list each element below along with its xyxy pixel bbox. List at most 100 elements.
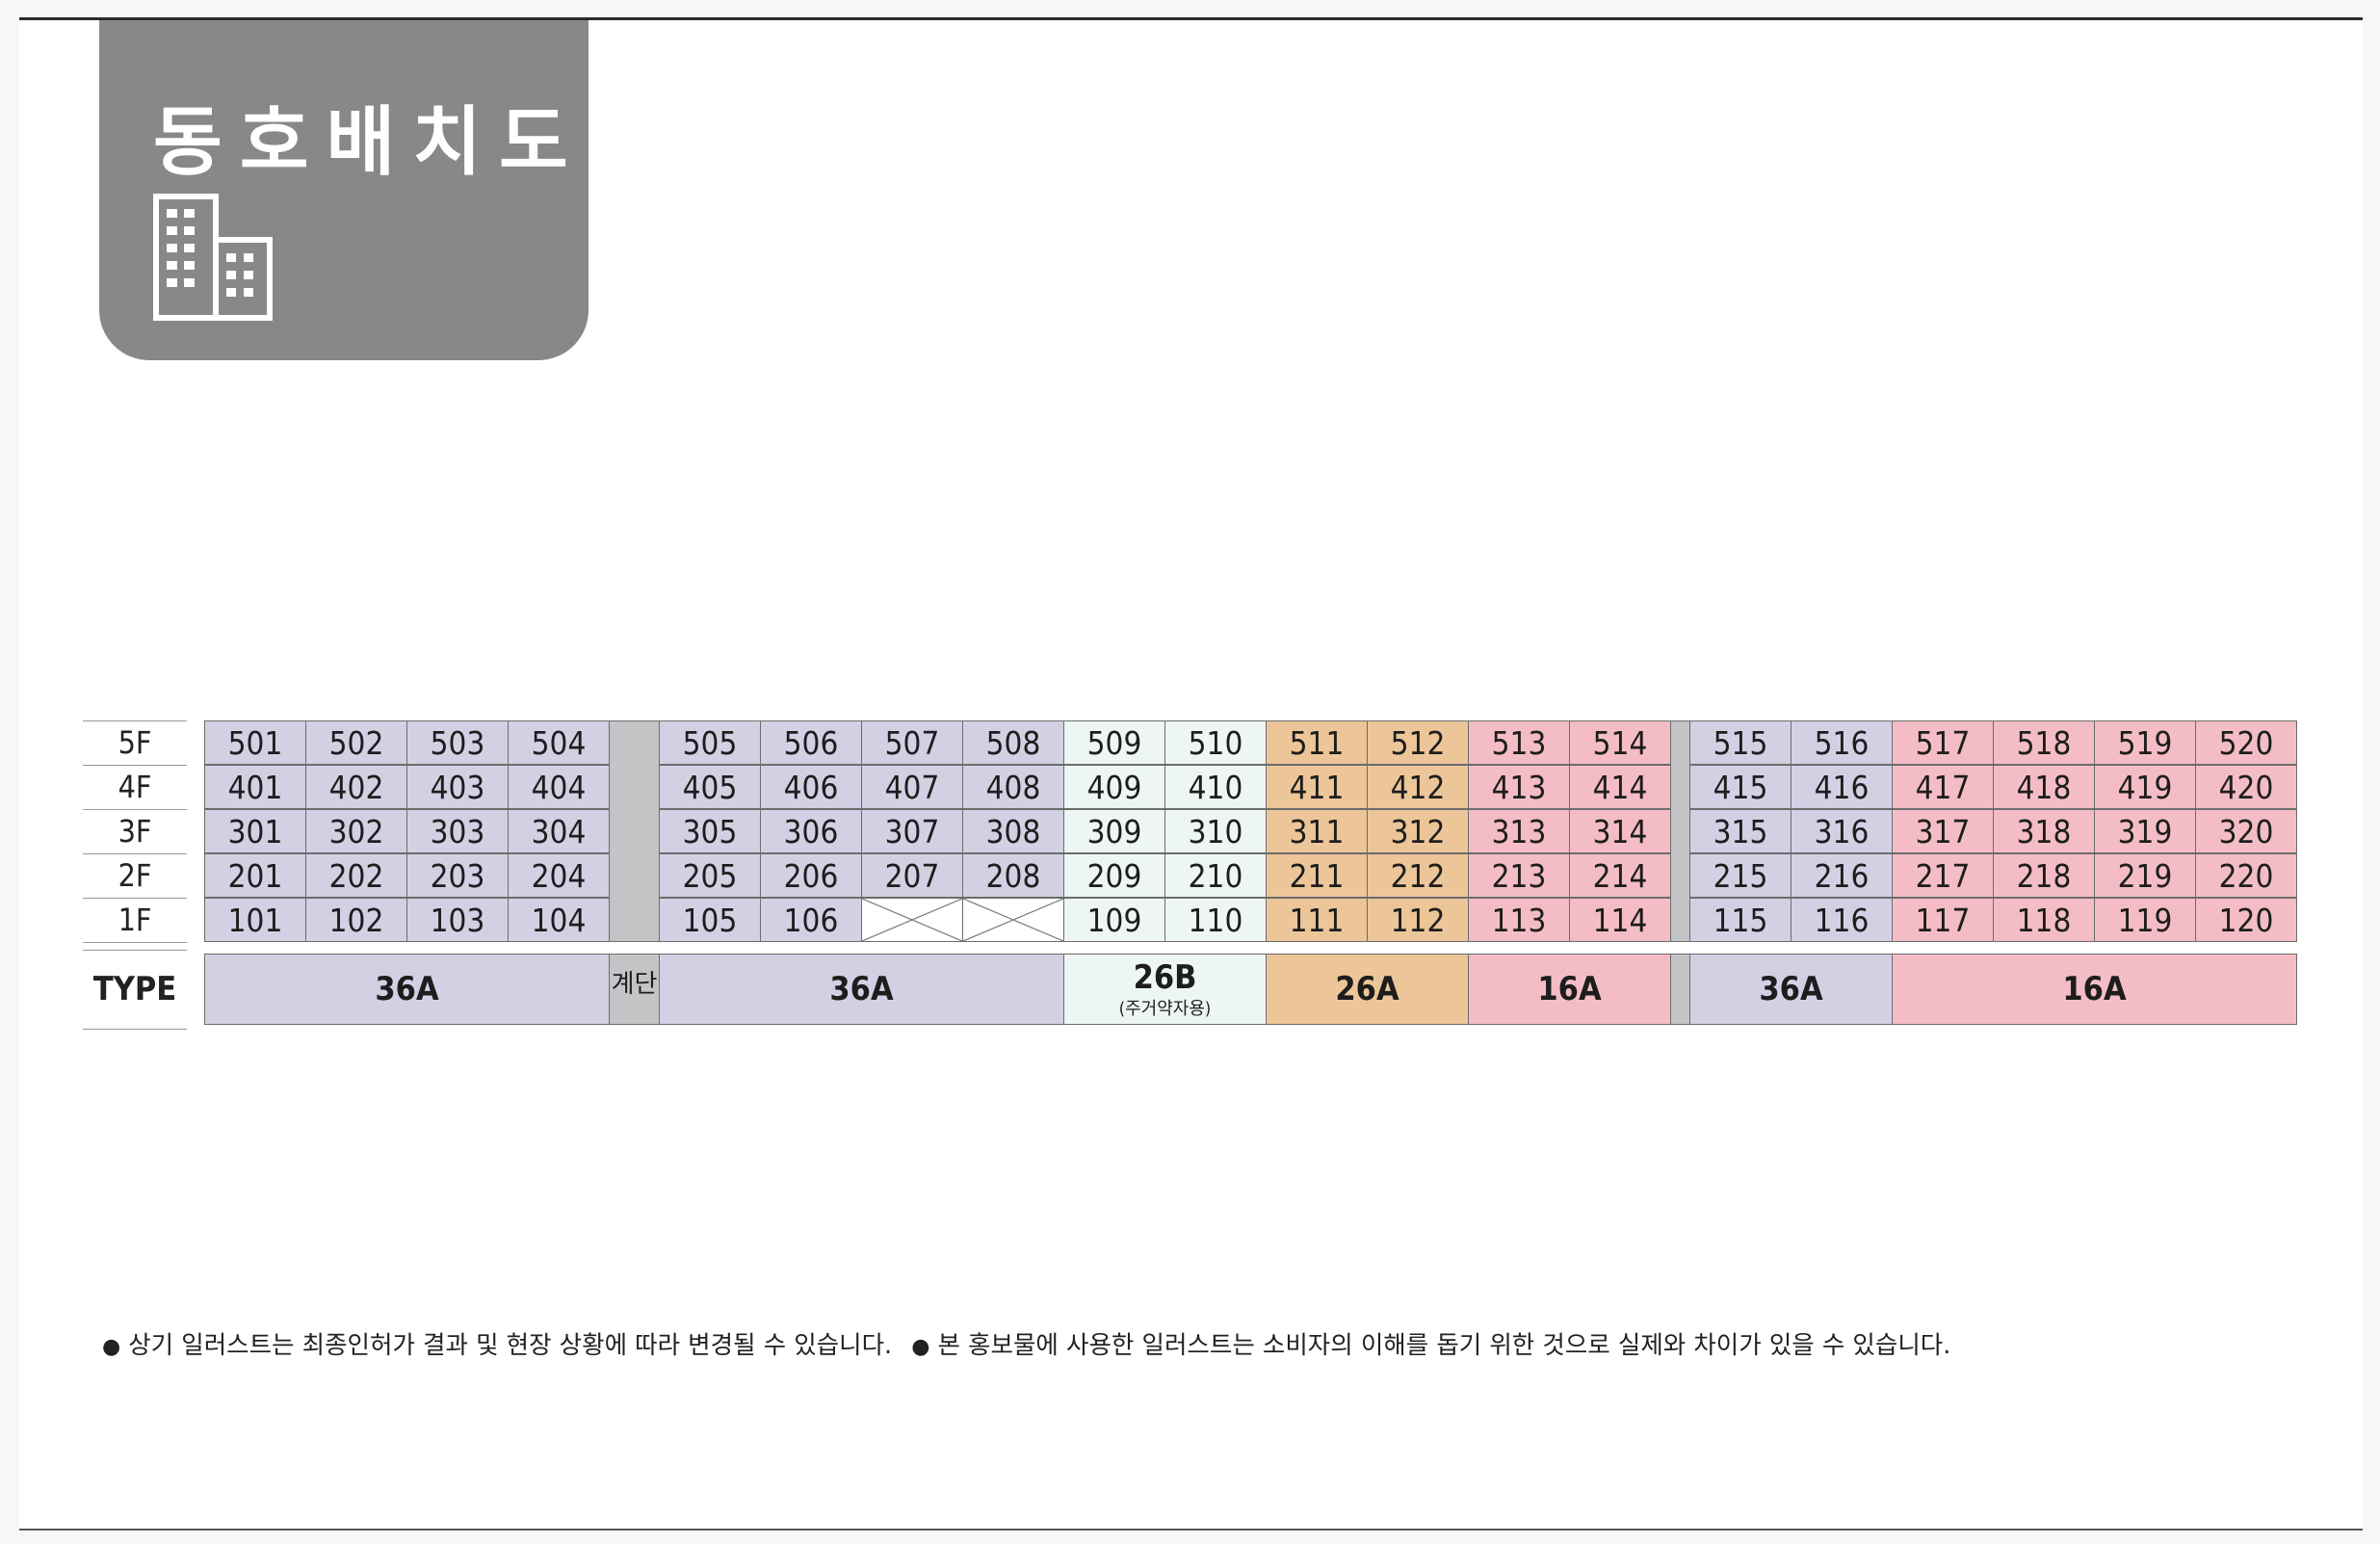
unit-cell-320: 320 [2195, 809, 2297, 853]
floor-rule [83, 765, 187, 766]
unit-cell-504: 504 [508, 720, 610, 765]
unit-cell-415: 415 [1689, 765, 1792, 809]
page-title: 동호배치도 [153, 99, 586, 186]
unit-cell-102: 102 [305, 898, 407, 942]
unit-cell-409: 409 [1063, 765, 1165, 809]
unit-cell-506: 506 [760, 720, 862, 765]
unit-cell-317: 317 [1892, 809, 1994, 853]
unit-cell-404: 404 [508, 765, 610, 809]
type-cell-36A-7: 36A [1689, 954, 1893, 1025]
type-cell-26B-3: 26B (주거약자용) [1063, 954, 1267, 1025]
unit-cell-218: 218 [1993, 853, 2095, 898]
building-icon [153, 194, 273, 321]
floor-label-1f: 1F [118, 902, 152, 938]
unit-cell-503: 503 [406, 720, 509, 765]
type-name: 36A [829, 970, 894, 1008]
unit-cell-307: 307 [861, 809, 963, 853]
unit-cell-202: 202 [305, 853, 407, 898]
unit-cell-502: 502 [305, 720, 407, 765]
unit-cell-401: 401 [204, 765, 306, 809]
unit-cell-116: 116 [1791, 898, 1893, 942]
unit-cell-514: 514 [1569, 720, 1671, 765]
unit-cell-507: 507 [861, 720, 963, 765]
type-rule [83, 950, 187, 951]
type-cell-16A-8: 16A [1892, 954, 2297, 1025]
type-cell-16A-5: 16A [1468, 954, 1671, 1025]
unit-cell-403: 403 [406, 765, 509, 809]
floor-label-2f: 2F [118, 857, 152, 894]
unit-cell-515: 515 [1689, 720, 1792, 765]
unit-cell-215: 215 [1689, 853, 1792, 898]
unit-cell-210: 210 [1164, 853, 1267, 898]
type-name: 26A [1335, 970, 1399, 1008]
unit-cell-120: 120 [2195, 898, 2297, 942]
unit-cell-407: 407 [861, 765, 963, 809]
unit-cell-510: 510 [1164, 720, 1267, 765]
type-name: 계단 [611, 970, 658, 999]
unit-cell-204: 204 [508, 853, 610, 898]
unit-cell-508: 508 [962, 720, 1064, 765]
floor-label-5f: 5F [118, 724, 152, 761]
type-subtitle: (주거약자용) [1118, 999, 1212, 1019]
bullet-2: ● [911, 1335, 930, 1359]
disclaimer-note: ● 상기 일러스트는 최종인허가 결과 및 현장 상황에 따라 변경될 수 있습니… [102, 1325, 1950, 1361]
type-rule [83, 1029, 187, 1030]
type-cell-36A-0: 36A [204, 954, 610, 1025]
unit-cell-513: 513 [1468, 720, 1570, 765]
floor-rule [83, 853, 187, 854]
floor-rule [83, 720, 187, 721]
unit-cell-207: 207 [861, 853, 963, 898]
floor-rule [83, 809, 187, 810]
floor-label-3f: 3F [118, 813, 152, 850]
unit-cell-311: 311 [1266, 809, 1368, 853]
title-tab: 동호배치도 [99, 20, 588, 360]
unit-cell-101: 101 [204, 898, 306, 942]
unit-cell-119: 119 [2094, 898, 2196, 942]
unit-cell-220: 220 [2195, 853, 2297, 898]
unit-cell-412: 412 [1367, 765, 1469, 809]
unit-cell-402: 402 [305, 765, 407, 809]
cross-mark [862, 899, 962, 941]
unit-cell-309: 309 [1063, 809, 1165, 853]
unit-cell-405: 405 [659, 765, 761, 809]
type-name: 26B [1133, 958, 1197, 997]
unit-cell-315: 315 [1689, 809, 1792, 853]
floor-rule [83, 942, 187, 943]
unit-cell-110: 110 [1164, 898, 1267, 942]
unit-cell-empty [962, 898, 1064, 942]
unit-cell-516: 516 [1791, 720, 1893, 765]
unit-cell-310: 310 [1164, 809, 1267, 853]
unit-cell-501: 501 [204, 720, 306, 765]
unit-cell-517: 517 [1892, 720, 1994, 765]
unit-cell-105: 105 [659, 898, 761, 942]
unit-cell-305: 305 [659, 809, 761, 853]
type-label: TYPE [92, 970, 177, 1008]
unit-cell-216: 216 [1791, 853, 1893, 898]
floor-label-4f: 4F [118, 769, 152, 805]
unit-cell-217: 217 [1892, 853, 1994, 898]
unit-cell-406: 406 [760, 765, 862, 809]
unit-cell-103: 103 [406, 898, 509, 942]
unit-cell-511: 511 [1266, 720, 1368, 765]
unit-cell-203: 203 [406, 853, 509, 898]
unit-cell-214: 214 [1569, 853, 1671, 898]
unit-cell-313: 313 [1468, 809, 1570, 853]
unit-cell-419: 419 [2094, 765, 2196, 809]
unit-cell-117: 117 [1892, 898, 1994, 942]
unit-cell-418: 418 [1993, 765, 2095, 809]
stair-column-2 [1670, 720, 1690, 942]
type-name: 16A [1537, 970, 1602, 1008]
unit-cell-304: 304 [508, 809, 610, 853]
unit-cell-empty [861, 898, 963, 942]
unit-cell-303: 303 [406, 809, 509, 853]
unit-cell-111: 111 [1266, 898, 1368, 942]
unit-cell-106: 106 [760, 898, 862, 942]
unit-cell-509: 509 [1063, 720, 1165, 765]
unit-cell-113: 113 [1468, 898, 1570, 942]
type-name: 16A [2062, 970, 2127, 1008]
unit-cell-314: 314 [1569, 809, 1671, 853]
unit-cell-211: 211 [1266, 853, 1368, 898]
unit-cell-308: 308 [962, 809, 1064, 853]
unit-cell-505: 505 [659, 720, 761, 765]
type-cell-stair-6 [1670, 954, 1690, 1025]
